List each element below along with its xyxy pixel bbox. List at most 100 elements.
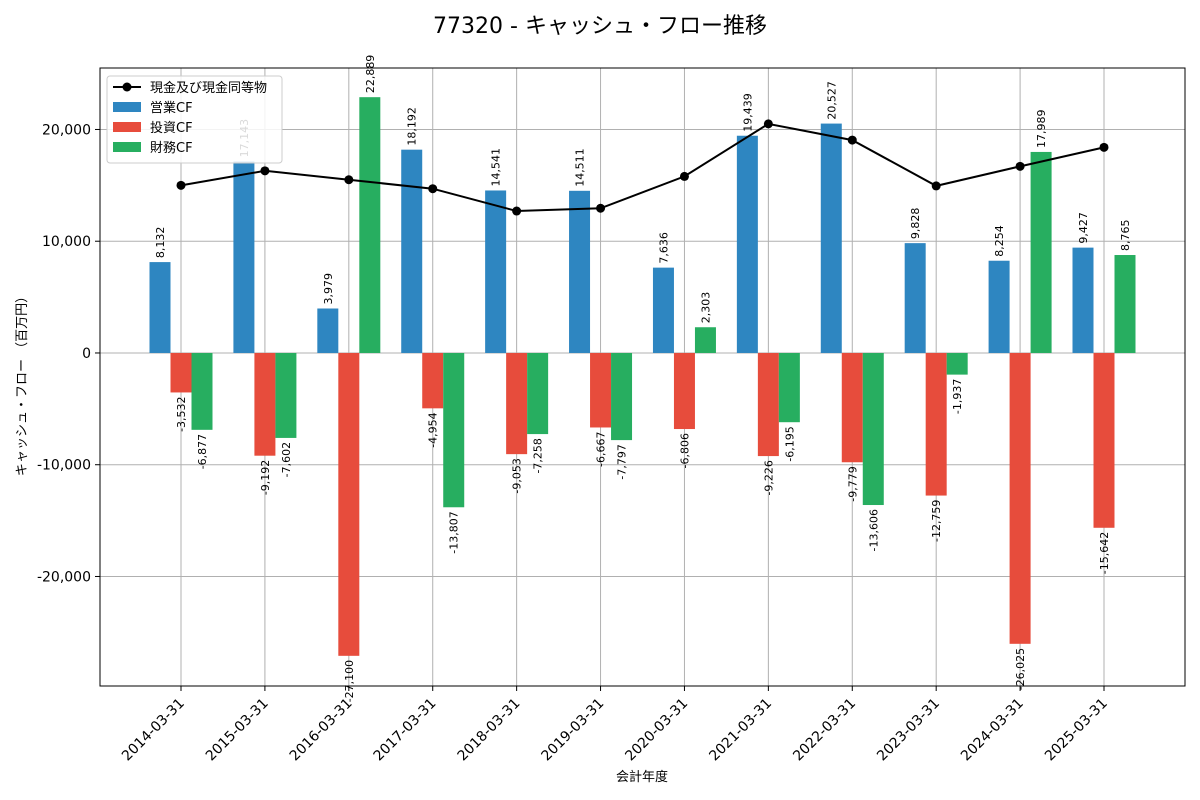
line-point xyxy=(176,180,186,190)
bar xyxy=(673,352,695,430)
bar-value-label: -26,025 xyxy=(1014,648,1027,690)
bar xyxy=(149,262,171,353)
bar xyxy=(506,352,528,455)
bar xyxy=(694,327,716,353)
bar-value-label: -6,667 xyxy=(595,431,608,466)
bar xyxy=(1093,352,1115,528)
bar-value-label: 17,989 xyxy=(1035,109,1048,148)
y-tick-label: -20,000 xyxy=(37,569,91,585)
line-point xyxy=(260,166,270,176)
x-axis-label: 会計年度 xyxy=(616,769,668,785)
line-point xyxy=(512,206,522,216)
bar-value-label: -1,937 xyxy=(951,379,964,414)
bar-value-label: -13,606 xyxy=(867,509,880,551)
bar-value-label: 9,427 xyxy=(1077,212,1090,244)
y-tick-label: 0 xyxy=(82,346,91,362)
bar-value-label: -15,642 xyxy=(1098,532,1111,574)
bar-value-label: -9,779 xyxy=(846,466,859,501)
bar-value-label: 8,254 xyxy=(993,225,1006,257)
bar xyxy=(778,352,800,423)
y-axis-label: キャッシュ・フロー （百万円） xyxy=(15,290,30,476)
bars xyxy=(149,97,1136,656)
bar xyxy=(736,135,758,353)
legend-label: 現金及び現金同等物 xyxy=(150,80,267,96)
bar xyxy=(338,352,360,656)
bar xyxy=(527,352,549,435)
legend-swatch xyxy=(113,102,141,112)
bar xyxy=(275,352,297,438)
line-point xyxy=(763,119,773,129)
x-tick-label: 2017-03-31 xyxy=(371,696,440,765)
bar xyxy=(359,97,381,353)
bar xyxy=(946,352,968,375)
plot-frame xyxy=(99,67,1186,687)
line-point xyxy=(931,181,941,191)
bar xyxy=(443,352,465,508)
bar-value-label: 3,979 xyxy=(322,273,335,305)
bar xyxy=(820,123,842,353)
x-tick-label: 2024-03-31 xyxy=(958,696,1027,765)
bar xyxy=(757,352,779,457)
x-tick-label: 2022-03-31 xyxy=(790,696,859,765)
line-point xyxy=(596,203,606,213)
cash-line xyxy=(176,119,1109,216)
bar xyxy=(569,190,591,353)
bar xyxy=(841,352,863,463)
bar xyxy=(652,267,674,353)
bar-value-label: 18,192 xyxy=(406,107,419,146)
bar-value-label: -13,807 xyxy=(448,511,461,553)
legend-box xyxy=(106,75,283,164)
bar xyxy=(422,352,444,409)
bar xyxy=(862,352,884,506)
bar xyxy=(988,260,1010,353)
bar-value-label: -9,053 xyxy=(511,458,524,493)
bar-value-label: -6,195 xyxy=(783,426,796,461)
bar xyxy=(254,352,276,456)
y-tick-label: -10,000 xyxy=(37,458,91,474)
bar-value-label: -7,797 xyxy=(616,444,629,479)
x-tick-label: 2019-03-31 xyxy=(539,696,608,765)
bar xyxy=(191,352,213,430)
x-tick-label: 2025-03-31 xyxy=(1042,696,1111,765)
line-point xyxy=(1015,161,1025,171)
bar-value-label: -4,954 xyxy=(427,412,440,447)
x-tick-label: 2021-03-31 xyxy=(706,696,775,765)
legend-swatch xyxy=(113,142,141,152)
x-tick-label: 2016-03-31 xyxy=(287,696,356,765)
bar-value-label: -7,602 xyxy=(280,442,293,477)
bar-value-label: 8,132 xyxy=(154,227,167,259)
x-tick-label: 2018-03-31 xyxy=(455,696,524,765)
line-point xyxy=(1099,142,1109,152)
bar-value-label: -9,192 xyxy=(259,460,272,495)
x-tick-label: 2015-03-31 xyxy=(203,696,272,765)
bar-value-label: 7,636 xyxy=(657,232,670,264)
y-tick-label: 20,000 xyxy=(42,122,91,138)
bar-value-label: 22,889 xyxy=(364,55,377,94)
chart-title: 77320 - キャッシュ・フロー推移 xyxy=(433,14,767,39)
bar-value-label: 14,541 xyxy=(490,148,503,187)
bar-value-label: -6,806 xyxy=(678,433,691,468)
bar xyxy=(590,352,612,428)
bar-value-label: -7,258 xyxy=(532,438,545,473)
line-point xyxy=(344,175,354,185)
bar-value-label: 8,765 xyxy=(1119,220,1132,252)
bar-value-label: 19,439 xyxy=(741,93,754,132)
legend-marker xyxy=(122,82,132,92)
bar xyxy=(233,161,255,353)
line-point xyxy=(428,184,438,194)
y-tick-label: 10,000 xyxy=(42,234,91,250)
bar xyxy=(485,190,507,353)
line-point xyxy=(847,135,857,145)
bar-value-label: -9,226 xyxy=(762,460,775,495)
bar-value-label: 2,303 xyxy=(699,292,712,324)
bar-value-label: 9,828 xyxy=(909,208,922,240)
bar xyxy=(904,243,926,353)
bar-value-label: 20,527 xyxy=(825,81,838,120)
legend-swatch xyxy=(113,122,141,132)
legend-label: 財務CF xyxy=(150,141,193,156)
bar xyxy=(611,352,633,441)
bar xyxy=(1072,247,1094,353)
data-labels: 8,13217,1433,97918,19214,54114,5117,6361… xyxy=(154,55,1132,703)
